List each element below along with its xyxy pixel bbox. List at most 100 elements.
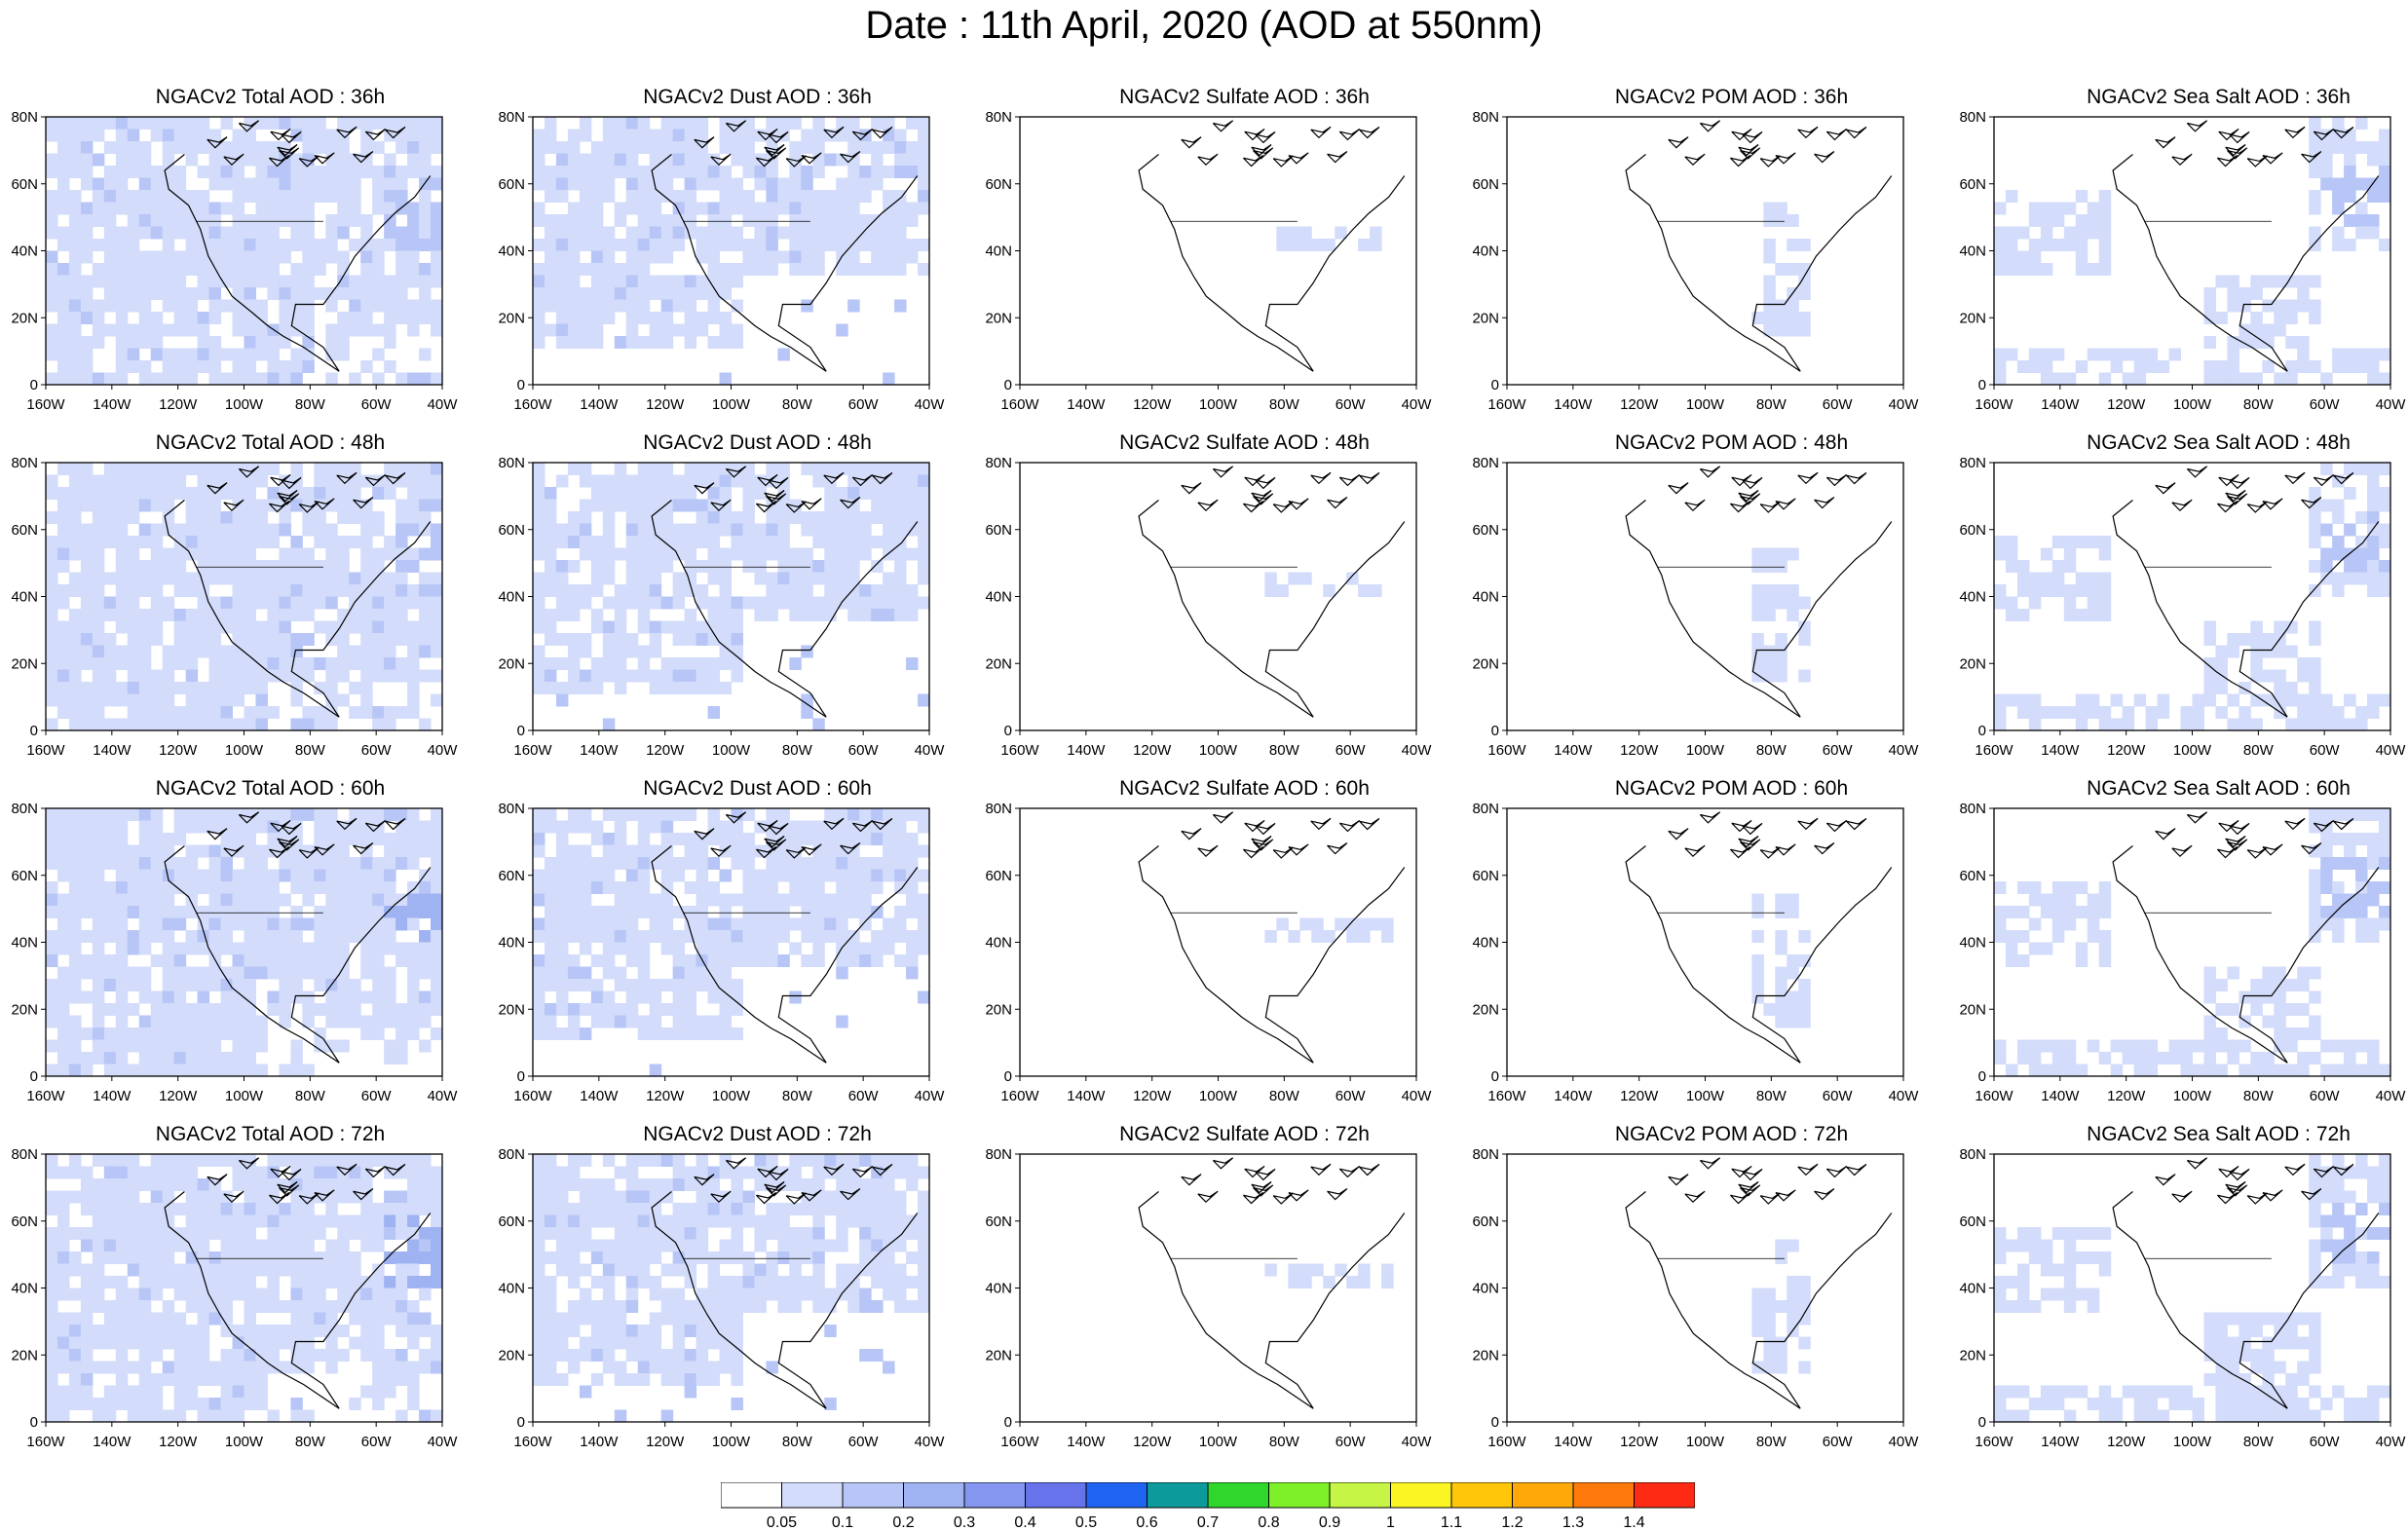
coastline [2155, 482, 2176, 495]
aod-cell [2239, 299, 2251, 313]
aod-cell [46, 954, 58, 967]
aod-cell [407, 487, 420, 500]
aod-cell [46, 942, 58, 955]
aod-cell [138, 1349, 152, 1362]
coastline [766, 147, 787, 160]
aod-cell [138, 560, 152, 573]
aod-cell [533, 312, 546, 324]
lon-tick-label: 140W [93, 742, 132, 759]
aod-cell [2262, 323, 2275, 337]
aod-cell [267, 336, 280, 349]
aod-cell [208, 523, 222, 537]
aod-cell [80, 1027, 94, 1040]
aod-cell [2005, 596, 2018, 610]
aod-cell [731, 620, 743, 634]
aod-cell [2250, 990, 2263, 1004]
aod-cell [68, 250, 82, 264]
aod-cell [127, 657, 140, 670]
aod-cell [197, 1263, 210, 1277]
aod-cell [244, 1064, 256, 1077]
aod-cell [2016, 226, 2030, 240]
lat-tick-label: 80N [985, 801, 1012, 817]
aod-cell [290, 1227, 303, 1240]
aod-cell [138, 1015, 152, 1028]
aod-cell [2332, 239, 2345, 251]
aod-cell [2063, 226, 2077, 240]
aod-cell [602, 990, 616, 1004]
aod-cell [637, 117, 651, 130]
aod-cell [244, 1276, 256, 1288]
aod-cell [360, 141, 373, 154]
aod-cell [173, 141, 187, 154]
aod-cell [407, 657, 420, 670]
aod-cell [220, 881, 234, 894]
aod-cell [544, 979, 557, 991]
coastline [1359, 127, 1380, 139]
aod-cell [337, 954, 350, 967]
aod-cell [707, 511, 721, 524]
aod-cell [115, 881, 129, 894]
aod-cell [173, 129, 187, 142]
coastline [1255, 131, 1276, 144]
aod-cell [419, 844, 432, 858]
aod-cell [431, 166, 443, 178]
lon-tick-label: 80W [295, 1088, 326, 1104]
aod-cell [419, 117, 432, 130]
map-frame [1506, 462, 1904, 731]
aod-cell [906, 511, 919, 524]
aod-cell [337, 584, 350, 597]
aod-cell [2016, 572, 2030, 585]
aod-cell [115, 682, 129, 694]
aod-cell [2367, 141, 2380, 154]
aod-cell [290, 1312, 303, 1326]
aod-cell [419, 312, 432, 324]
aod-cell [567, 881, 581, 894]
aod-cell [220, 930, 234, 943]
aod-cell [544, 250, 557, 264]
aod-cell [894, 572, 907, 585]
aod-cell [836, 917, 848, 931]
aod-cell [314, 942, 326, 955]
aod-cell [2344, 906, 2356, 918]
aod-cell [255, 930, 268, 943]
aod-cell [46, 1039, 58, 1053]
aod-cell [649, 463, 662, 475]
aod-cell [684, 547, 697, 561]
aod-cell [567, 1027, 581, 1040]
aod-cell [625, 596, 639, 610]
aod-cell [871, 942, 884, 955]
coastline [1731, 473, 1752, 487]
aod-cell [197, 511, 210, 524]
aod-cell [267, 117, 280, 130]
aod-cell [419, 547, 432, 561]
aod-cell [625, 893, 639, 907]
aod-cell [2028, 202, 2042, 215]
aod-cell [173, 1154, 187, 1167]
aod-cell [46, 287, 58, 300]
aod-cell [360, 990, 373, 1004]
aod-cell [696, 844, 709, 858]
lon-tick-label: 40W [1889, 742, 1920, 759]
aod-cell [185, 153, 199, 167]
aod-cell [742, 869, 755, 882]
aod-cell [255, 844, 268, 858]
aod-cell [56, 141, 70, 154]
aod-cell [1751, 560, 1764, 573]
aod-cell [325, 966, 338, 980]
panel-title: NGACv2 Sea Salt AOD : 36h [2087, 86, 2351, 108]
aod-cell [103, 609, 117, 621]
aod-cell [2379, 693, 2391, 707]
aod-cell [173, 536, 187, 548]
aod-cell [197, 1027, 210, 1040]
aod-cell [533, 299, 546, 313]
aod-cell [2098, 250, 2112, 264]
coastline [1327, 497, 1348, 509]
aod-cell [1763, 299, 1776, 313]
aod-cell [127, 299, 140, 313]
aod-cell [2309, 360, 2321, 373]
aod-cell [150, 1190, 164, 1204]
coastline [164, 500, 340, 718]
aod-cell [544, 239, 557, 251]
aod-cell [2227, 360, 2239, 373]
aod-cell [871, 609, 884, 621]
